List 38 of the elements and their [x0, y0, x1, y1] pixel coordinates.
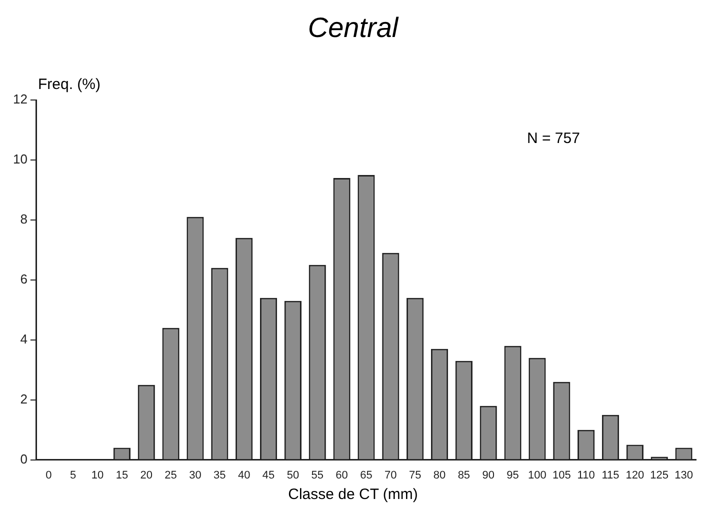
x-tick-label: 75 — [408, 469, 422, 482]
x-tick-label: 115 — [602, 469, 620, 482]
y-tick-label: 10 — [12, 152, 28, 167]
x-tick-label: 95 — [506, 469, 519, 482]
x-tick-label: 70 — [384, 469, 397, 482]
x-tick-label: 10 — [91, 469, 104, 482]
x-tick-label: 5 — [70, 469, 76, 482]
x-tick-label: 50 — [286, 469, 300, 482]
x-tick-label: 80 — [433, 469, 446, 482]
x-axis-title: Classe de CT (mm) — [287, 486, 419, 503]
x-tick-label: 60 — [336, 469, 348, 482]
x-tick-label: 25 — [164, 469, 177, 482]
y-tick-label: 8 — [20, 212, 28, 227]
x-tick-label: 110 — [577, 469, 595, 482]
annotation: N = 757 — [527, 130, 580, 147]
y-tick-label: 4 — [20, 331, 28, 346]
y-axis-title: Freq. (%) — [38, 76, 101, 93]
x-tick-label: 85 — [458, 469, 470, 482]
x-tick-label: 55 — [311, 469, 324, 482]
y-tick-label: 0 — [20, 451, 28, 466]
x-tick-label: 35 — [214, 469, 226, 482]
x-tick-label: 120 — [626, 469, 644, 482]
x-tick-label: 20 — [140, 469, 153, 482]
x-tick-label: 65 — [360, 469, 372, 482]
x-tick-label: 30 — [189, 469, 202, 482]
x-tick-label: 130 — [674, 469, 693, 482]
x-tick-label: 15 — [116, 469, 128, 482]
x-tick-label: 125 — [650, 469, 669, 482]
y-tick-label: 2 — [20, 391, 28, 406]
x-tick-label: 0 — [46, 469, 52, 482]
x-tick-label: 40 — [238, 469, 250, 482]
x-tick-label: 100 — [528, 469, 546, 482]
x-tick-label: 90 — [482, 469, 494, 482]
chart-title: Central — [306, 12, 400, 44]
y-tick-label: 12 — [12, 92, 28, 107]
x-tick-label: 45 — [262, 469, 275, 482]
x-tick-label: 105 — [552, 469, 571, 482]
y-tick-label: 6 — [20, 271, 28, 286]
